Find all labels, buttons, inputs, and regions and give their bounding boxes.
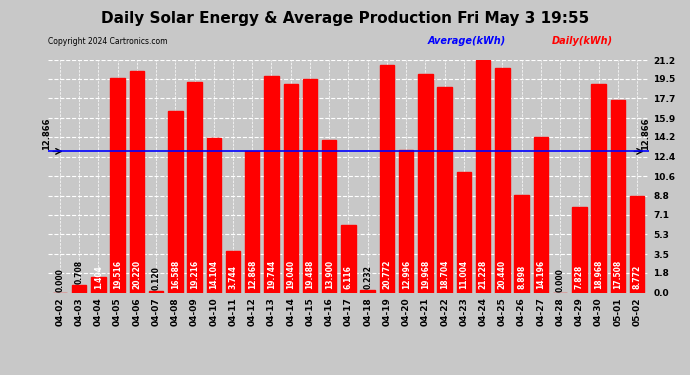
Bar [149,291,164,292]
Text: 0.000: 0.000 [555,268,564,292]
Bar [611,100,625,292]
Text: 0.000: 0.000 [55,268,64,292]
Bar [515,195,529,292]
Bar [72,285,86,292]
Bar [533,137,548,292]
Text: 19.216: 19.216 [190,260,199,289]
Text: 18.704: 18.704 [440,260,449,289]
Bar [495,68,510,292]
Bar [418,74,433,292]
Text: 0.708: 0.708 [75,260,83,284]
Bar [342,225,355,292]
Text: 14.196: 14.196 [536,260,545,289]
Bar [457,172,471,292]
Bar [187,82,201,292]
Text: 13.900: 13.900 [325,260,334,289]
Text: 12.866: 12.866 [641,117,650,150]
Text: 21.228: 21.228 [479,260,488,289]
Text: 8.772: 8.772 [633,265,642,289]
Text: 19.040: 19.040 [286,260,295,289]
Bar [110,78,125,292]
Bar [284,84,298,292]
Text: 11.004: 11.004 [460,260,469,289]
Text: 20.772: 20.772 [382,260,391,289]
Text: 14.104: 14.104 [209,260,218,289]
Bar [264,76,279,292]
Bar [130,71,144,292]
Text: Average(kWh): Average(kWh) [428,36,506,46]
Text: 0.232: 0.232 [363,265,372,289]
Bar [303,79,317,292]
Bar [380,65,394,292]
Bar [245,152,259,292]
Text: Copyright 2024 Cartronics.com: Copyright 2024 Cartronics.com [48,38,168,46]
Text: 19.516: 19.516 [113,260,122,289]
Text: 19.744: 19.744 [267,260,276,289]
Bar [91,277,106,292]
Bar [476,60,491,292]
Text: 3.744: 3.744 [228,265,237,289]
Bar [437,87,452,292]
Bar [630,196,644,292]
Text: 12.868: 12.868 [248,260,257,289]
Bar [360,290,375,292]
Text: Daily Solar Energy & Average Production Fri May 3 19:55: Daily Solar Energy & Average Production … [101,11,589,26]
Text: 7.828: 7.828 [575,265,584,289]
Text: 0.120: 0.120 [152,266,161,290]
Text: Daily(kWh): Daily(kWh) [552,36,613,46]
Text: 18.968: 18.968 [594,260,603,289]
Text: 12.866: 12.866 [42,117,51,150]
Text: 17.508: 17.508 [613,260,622,289]
Text: 20.440: 20.440 [498,260,507,289]
Bar [322,140,337,292]
Bar [572,207,586,292]
Text: 8.898: 8.898 [517,265,526,289]
Text: 20.220: 20.220 [132,260,141,289]
Text: 19.968: 19.968 [421,260,430,289]
Bar [206,138,221,292]
Bar [168,111,182,292]
Text: 6.116: 6.116 [344,266,353,289]
Bar [399,150,413,292]
Text: 1.404: 1.404 [94,266,103,289]
Text: 12.996: 12.996 [402,260,411,289]
Text: 16.588: 16.588 [171,260,180,289]
Bar [226,252,240,292]
Text: 19.488: 19.488 [306,260,315,289]
Bar [591,84,606,292]
